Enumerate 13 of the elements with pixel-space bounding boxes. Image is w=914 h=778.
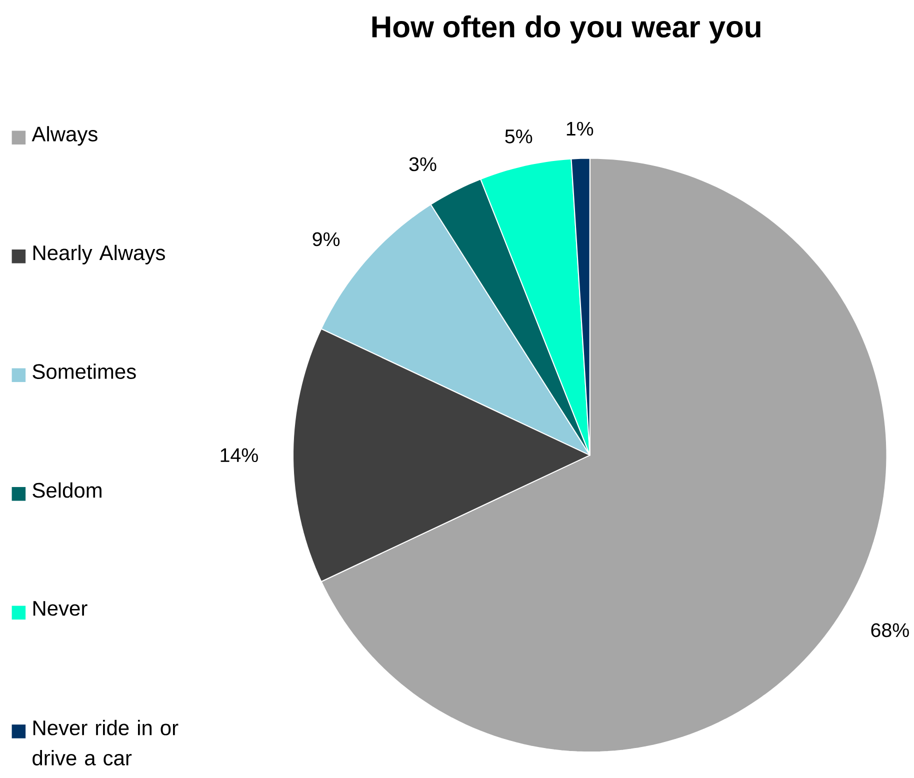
- legend-label: Sometimes: [32, 364, 136, 380]
- legend-label: Never ride in or drive a car: [32, 720, 178, 766]
- data-label: 14%: [220, 448, 258, 462]
- legend-label: Nearly Always: [33, 245, 165, 265]
- data-label: 1%: [566, 122, 594, 136]
- data-label: 3%: [409, 157, 436, 172]
- data-label: 5%: [505, 130, 532, 144]
- legend-label: Seldom: [32, 482, 102, 498]
- data-label: 9%: [312, 232, 340, 246]
- data-label: 68%: [871, 623, 909, 638]
- legend-label: Always: [32, 126, 98, 146]
- legend-label: Never: [33, 601, 88, 616]
- chart-title: How often do you wear you: [372, 16, 760, 44]
